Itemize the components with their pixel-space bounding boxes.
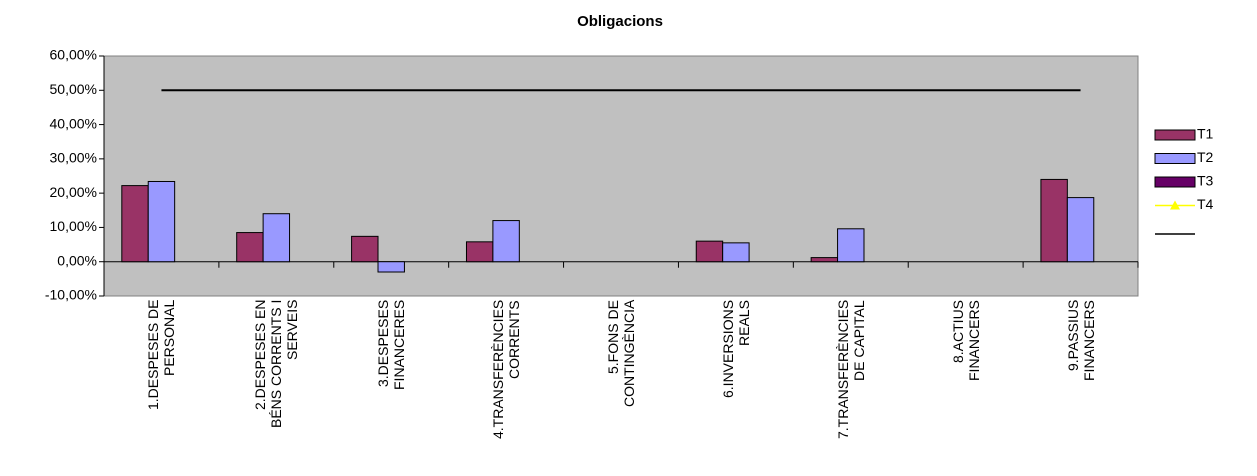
bar xyxy=(262,213,291,263)
x-tick-label: 6.INVERSIONS REALS xyxy=(719,300,752,399)
bar xyxy=(377,261,405,273)
bar xyxy=(147,180,176,263)
bar xyxy=(351,235,379,263)
legend-swatch xyxy=(1154,129,1196,141)
x-tick-label: 4.TRANSFERÈNCIES CORRENTS xyxy=(490,300,523,440)
bar xyxy=(492,220,520,263)
legend-label: T4 xyxy=(1197,196,1214,212)
y-tick-label: -10,00% xyxy=(45,287,97,303)
y-tick-label: 40,00% xyxy=(50,115,97,131)
x-tick-label: 8.ACTIUS FINANCERS xyxy=(949,300,982,381)
legend-swatch xyxy=(1154,153,1196,164)
y-tick-label: 50,00% xyxy=(50,81,97,97)
y-tick-label: 20,00% xyxy=(50,184,97,200)
x-tick-label: 1.DESPESES DE PERSONAL xyxy=(145,300,178,411)
x-tick-label: 2.DESPESES EN BÉNS CORRENTS I SERVEIS xyxy=(252,300,301,429)
y-tick-label: 30,00% xyxy=(50,150,97,166)
bar xyxy=(722,242,750,263)
x-tick-label: 5.FONS DE CONTINGÈNCIA xyxy=(605,300,637,408)
bar xyxy=(1066,197,1095,263)
y-tick-label: 0,00% xyxy=(57,252,97,268)
bar xyxy=(236,232,264,263)
bar xyxy=(810,257,839,263)
y-tick-label: 10,00% xyxy=(50,218,97,234)
x-tick-label: 7.TRANSFERÈNCIES DE CAPITAL xyxy=(834,300,867,440)
legend-swatch xyxy=(1154,176,1196,188)
chart-title: Obligacions xyxy=(577,13,663,30)
legend-label: T3 xyxy=(1197,173,1214,189)
x-tick-label: 3.DESPESES FINANCERES xyxy=(375,300,408,391)
legend-marker xyxy=(1170,200,1180,210)
legend-label: T1 xyxy=(1197,126,1214,142)
bar xyxy=(121,185,149,263)
x-tick-label: 9.PASSIUS FINANCERS xyxy=(1064,300,1097,381)
bar xyxy=(837,228,865,263)
bar xyxy=(1040,178,1068,263)
y-tick-label: 60,00% xyxy=(50,47,97,63)
bar xyxy=(465,241,494,263)
legend-label: T2 xyxy=(1197,149,1214,165)
bar xyxy=(695,240,724,263)
